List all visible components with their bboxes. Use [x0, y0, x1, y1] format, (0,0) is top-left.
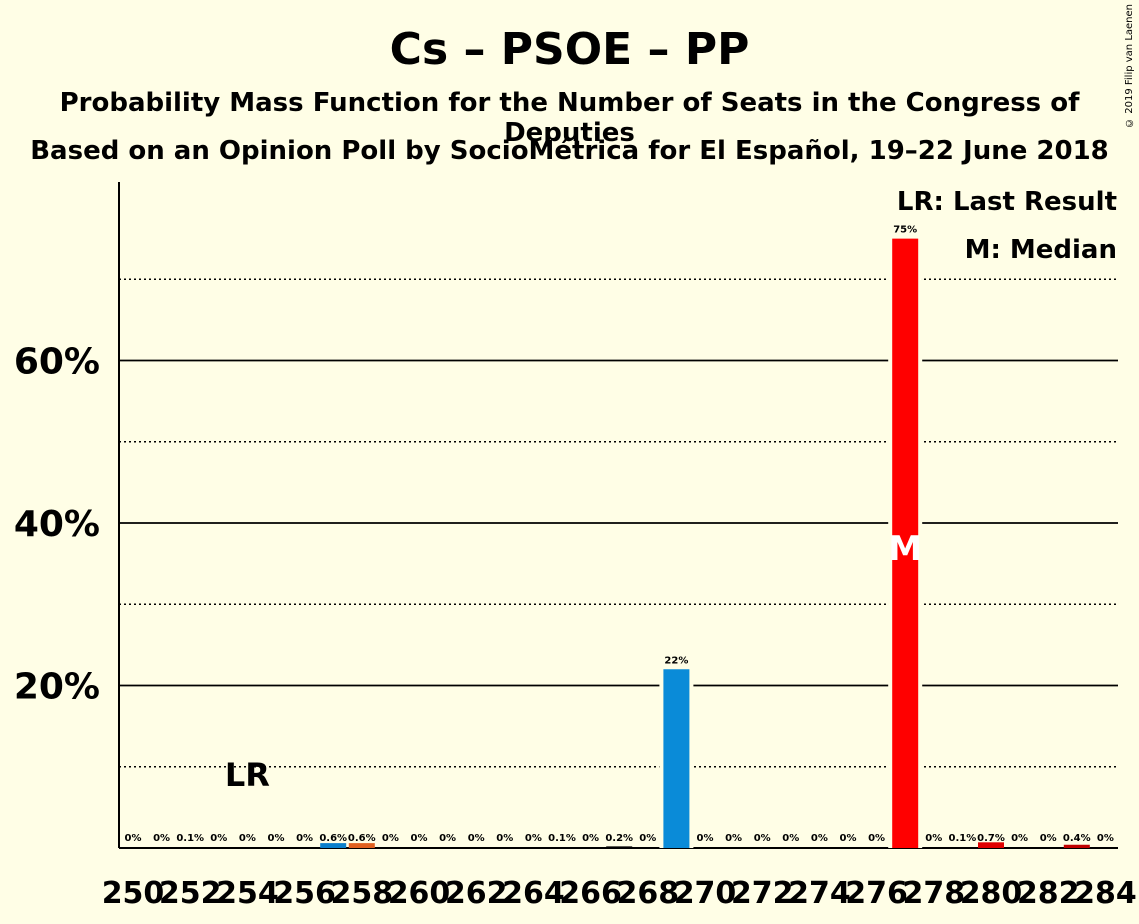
data-label-260: 0%: [411, 833, 428, 844]
x-tick-label: 260: [388, 876, 451, 911]
data-label-265: 0.1%: [548, 833, 576, 844]
data-label-284: 0%: [1097, 833, 1114, 844]
x-tick-label: 268: [616, 876, 679, 911]
data-label-258: 0.6%: [348, 833, 376, 844]
x-tick-label: 264: [502, 876, 565, 911]
chart-title: Cs – PSOE – PP: [389, 24, 750, 75]
data-label-274: 0%: [811, 833, 828, 844]
x-tick-label: 262: [445, 876, 508, 911]
data-label-261: 0%: [439, 833, 456, 844]
x-tick-label: 270: [674, 876, 737, 911]
data-label-262: 0%: [468, 833, 485, 844]
data-label-283: 0.4%: [1063, 833, 1091, 844]
bar-279: [949, 847, 976, 848]
data-label-256: 0%: [296, 833, 313, 844]
bar-252: [177, 847, 204, 848]
data-label-254: 0%: [239, 833, 256, 844]
y-tick-label: 40%: [14, 504, 100, 545]
data-label-268: 0%: [639, 833, 656, 844]
x-tick-label: 284: [1074, 876, 1137, 911]
x-tick-label: 256: [273, 876, 336, 911]
x-tick-label: 272: [731, 876, 794, 911]
data-label-276: 0%: [868, 833, 885, 844]
data-label-272: 0%: [754, 833, 771, 844]
x-tick-label: 250: [102, 876, 165, 911]
x-tick-label: 252: [159, 876, 222, 911]
data-label-253: 0%: [210, 833, 227, 844]
data-label-277: 75%: [893, 225, 917, 236]
x-tick-label: 280: [960, 876, 1023, 911]
data-label-251: 0%: [153, 833, 170, 844]
data-label-273: 0%: [782, 833, 799, 844]
x-tick-label: 258: [330, 876, 393, 911]
median-marker: M: [888, 529, 922, 569]
chart-subtitle: Probability Mass Function for the Number…: [59, 88, 1080, 148]
data-label-270: 0%: [697, 833, 714, 844]
data-label-266: 0%: [582, 833, 599, 844]
data-label-263: 0%: [496, 833, 513, 844]
bar-267: [606, 846, 633, 848]
chart-subtitle-source: Based on an Opinion Poll by SocioMétrica…: [30, 136, 1109, 166]
bar-280: [978, 842, 1004, 848]
y-tick-label: 20%: [14, 667, 100, 708]
data-label-267: 0.2%: [605, 833, 633, 844]
last-result-marker: LR: [225, 756, 270, 794]
legend-last-result: LR: Last Result: [897, 187, 1117, 217]
data-label-280: 0.7%: [977, 833, 1005, 844]
x-tick-label: 282: [1017, 876, 1080, 911]
data-label-279: 0.1%: [949, 833, 977, 844]
x-tick-label: 276: [845, 876, 908, 911]
x-tick-label: 266: [559, 876, 622, 911]
legend-median: M: Median: [965, 235, 1117, 265]
bar-257: [320, 843, 347, 848]
data-label-281: 0%: [1011, 833, 1028, 844]
data-label-275: 0%: [840, 833, 857, 844]
data-label-264: 0%: [525, 833, 542, 844]
bar-269: [663, 669, 690, 848]
x-tick-label: 274: [788, 876, 851, 911]
data-label-252: 0.1%: [176, 833, 204, 844]
data-label-257: 0.6%: [319, 833, 347, 844]
bar-277: [892, 238, 919, 848]
y-tick-label: 60%: [14, 342, 100, 383]
bar-258: [348, 843, 375, 848]
x-tick-label: 254: [216, 876, 279, 911]
bar-265: [549, 847, 575, 848]
data-label-282: 0%: [1040, 833, 1057, 844]
data-label-271: 0%: [725, 833, 742, 844]
x-tick-label: 278: [902, 876, 965, 911]
data-label-250: 0%: [125, 833, 142, 844]
data-label-278: 0%: [925, 833, 942, 844]
data-label-259: 0%: [382, 833, 399, 844]
data-label-269: 22%: [664, 655, 688, 666]
bar-283: [1063, 844, 1090, 848]
data-label-255: 0%: [268, 833, 285, 844]
